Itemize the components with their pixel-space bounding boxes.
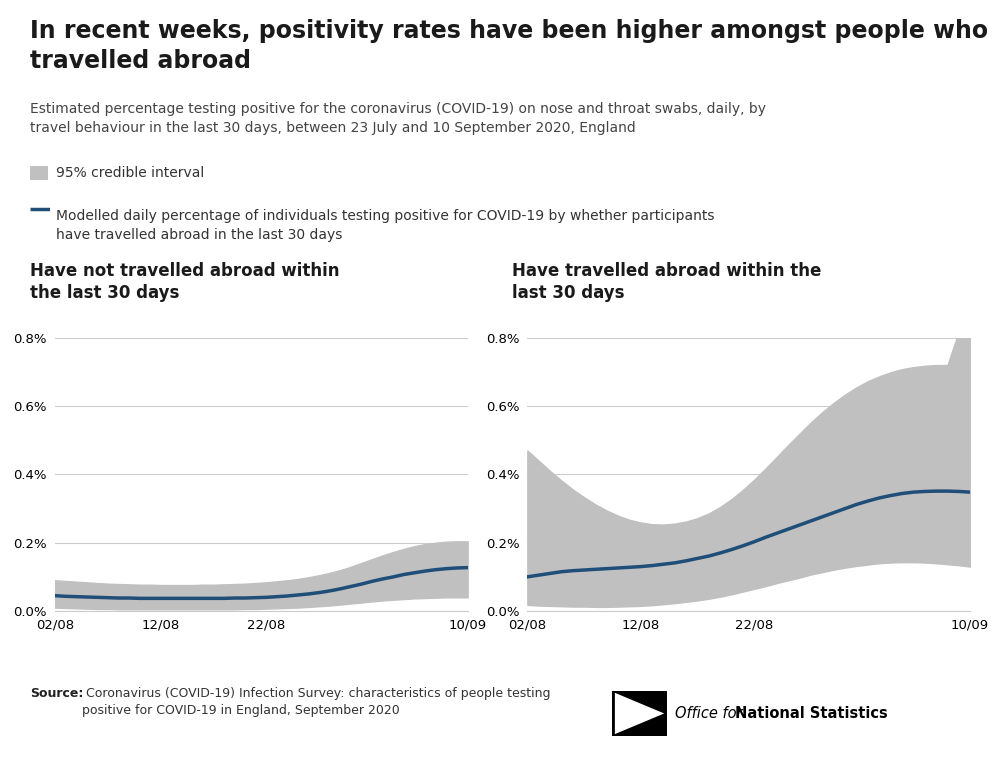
Text: Coronavirus (COVID-19) Infection Survey: characteristics of people testing
posit: Coronavirus (COVID-19) Infection Survey:… — [82, 687, 550, 717]
Text: Office for: Office for — [674, 706, 742, 721]
Text: 95% credible interval: 95% credible interval — [56, 166, 204, 180]
Text: Modelled daily percentage of individuals testing positive for COVID-19 by whethe: Modelled daily percentage of individuals… — [56, 209, 714, 242]
Text: Have travelled abroad within the
last 30 days: Have travelled abroad within the last 30… — [512, 262, 821, 302]
Polygon shape — [614, 693, 664, 734]
Text: In recent weeks, positivity rates have been higher amongst people who have
trave: In recent weeks, positivity rates have b… — [30, 19, 994, 73]
Text: Estimated percentage testing positive for the coronavirus (COVID-19) on nose and: Estimated percentage testing positive fo… — [30, 102, 765, 135]
Text: National Statistics: National Statistics — [735, 706, 887, 721]
Text: Source:: Source: — [30, 687, 83, 700]
Bar — [611, 691, 666, 736]
Text: Have not travelled abroad within
the last 30 days: Have not travelled abroad within the las… — [30, 262, 339, 302]
